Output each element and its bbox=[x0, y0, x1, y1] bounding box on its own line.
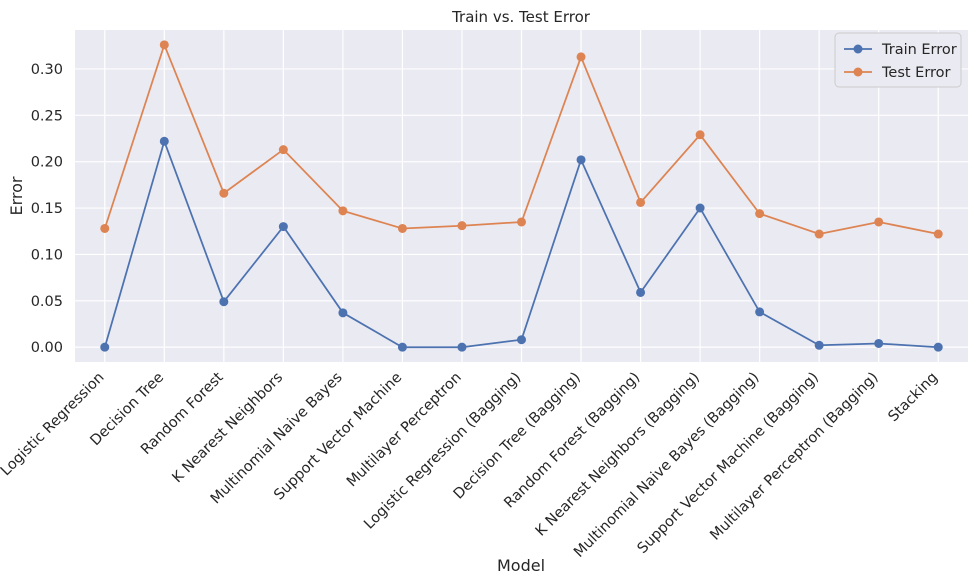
train-error-point bbox=[457, 342, 467, 352]
train-error-point bbox=[755, 307, 765, 317]
x-tick-label: K Nearest Neighbors bbox=[170, 370, 287, 487]
train-error-point bbox=[159, 136, 169, 146]
y-tick-label: 0.15 bbox=[31, 201, 63, 217]
test-error-point bbox=[636, 197, 646, 207]
legend: Train Error Test Error bbox=[834, 32, 962, 88]
test-error-point bbox=[576, 52, 586, 62]
test-error-point bbox=[517, 217, 526, 227]
test-error-point bbox=[219, 188, 229, 198]
test-error-point bbox=[159, 40, 169, 50]
chart-title: Train vs. Test Error bbox=[451, 8, 591, 26]
legend-label-test: Test Error bbox=[881, 65, 951, 81]
y-tick-label: 0.20 bbox=[31, 155, 63, 171]
y-tick-label: 0.30 bbox=[31, 62, 63, 78]
train-error-point bbox=[219, 297, 229, 307]
x-tick-label: Stacking bbox=[885, 370, 941, 426]
test-error-point bbox=[338, 206, 348, 216]
train-error-point bbox=[338, 308, 348, 318]
test-error-point bbox=[755, 209, 765, 219]
series bbox=[100, 40, 943, 352]
train-error-point bbox=[933, 342, 943, 352]
train-error-point bbox=[874, 338, 884, 348]
test-error-point bbox=[397, 223, 407, 233]
test-error-point bbox=[695, 130, 705, 140]
train-error-point bbox=[278, 222, 288, 232]
train-error-point bbox=[397, 342, 407, 352]
train-error-point bbox=[517, 335, 526, 345]
test-error-point bbox=[457, 221, 467, 231]
train-error-point bbox=[695, 203, 705, 213]
y-axis-ticks: 0.00 0.05 0.10 0.15 0.20 0.25 0.30 bbox=[31, 62, 63, 356]
x-axis-title: Model bbox=[497, 556, 545, 575]
y-tick-label: 0.05 bbox=[31, 294, 63, 310]
train-error-point bbox=[814, 340, 824, 350]
test-error-point bbox=[933, 229, 943, 239]
legend-marker-train bbox=[853, 44, 863, 54]
legend-marker-test bbox=[853, 67, 863, 77]
y-axis-title: Error bbox=[7, 176, 26, 215]
test-error-point bbox=[100, 223, 110, 233]
x-tick-label: Multilayer Perceptron bbox=[344, 370, 465, 491]
test-error-point bbox=[874, 217, 884, 227]
legend-label-train: Train Error bbox=[881, 42, 957, 58]
y-tick-label: 0.00 bbox=[31, 340, 63, 356]
train-error-point bbox=[636, 287, 646, 297]
x-tick-label: Logistic Regression bbox=[0, 370, 108, 480]
y-tick-label: 0.25 bbox=[31, 108, 63, 124]
test-error-point bbox=[814, 229, 824, 239]
train-error-point bbox=[100, 342, 110, 352]
legend-frame bbox=[834, 32, 962, 88]
x-tick-label: Decision Tree (Bagging) bbox=[451, 370, 584, 503]
y-tick-label: 0.10 bbox=[31, 247, 63, 263]
test-error-point bbox=[278, 145, 288, 155]
train-error-point bbox=[576, 155, 586, 165]
